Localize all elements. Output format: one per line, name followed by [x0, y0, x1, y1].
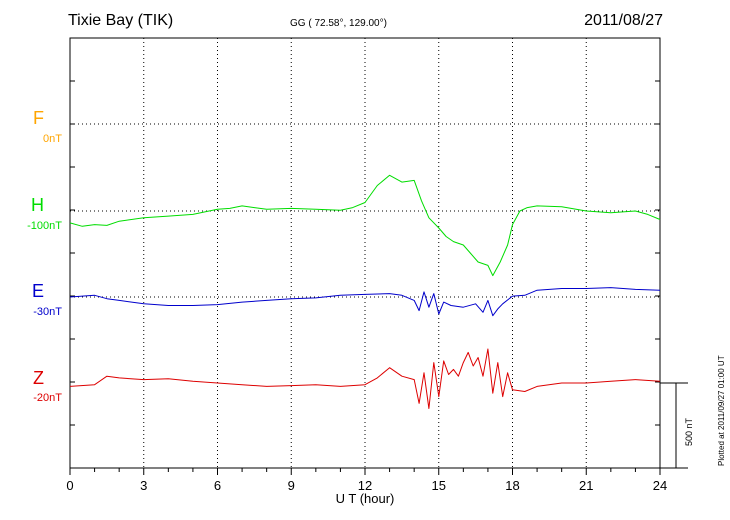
x-tick-label-24: 24: [653, 478, 667, 493]
series-label-e: E: [32, 281, 44, 301]
series-group: [69, 174, 661, 409]
series-label-z: Z: [33, 368, 44, 388]
x-tick-label-9: 9: [288, 478, 295, 493]
x-tick-label-12: 12: [358, 478, 372, 493]
vertical-gridlines: [143, 38, 587, 468]
baseline-label-f: 0nT: [43, 133, 62, 145]
series-label-h: H: [31, 195, 44, 215]
x-tick-label-21: 21: [579, 478, 593, 493]
series-line-z: [69, 348, 661, 409]
station-title: Tixie Bay (TIK): [68, 12, 173, 29]
scale-bar: [660, 382, 688, 469]
scale-bar-label: 500 nT: [684, 417, 694, 446]
baseline-label-z: -20nT: [33, 392, 62, 404]
station-coordinates: GG ( 72.58°, 129.00°): [290, 18, 387, 29]
series-label-f: F: [33, 108, 44, 128]
x-axis-ticks: 0 3 6 9 12 15 18 21 24: [66, 468, 667, 493]
baseline-label-e: -30nT: [33, 306, 62, 318]
x-tick-label-15: 15: [432, 478, 446, 493]
x-tick-label-3: 3: [140, 478, 147, 493]
baseline-label-h: -100nT: [27, 220, 62, 232]
x-axis-title: U T (hour): [336, 491, 395, 506]
series-line-e: [69, 287, 661, 317]
y-axis-ticks: [70, 80, 660, 426]
plotted-note: Plotted at 2011/09/27 01:00 UT: [717, 355, 726, 466]
x-tick-label-18: 18: [505, 478, 519, 493]
series-line-h: [69, 174, 661, 277]
date-label: 2011/08/27: [584, 12, 663, 29]
x-tick-label-0: 0: [66, 478, 73, 493]
x-tick-label-6: 6: [214, 478, 221, 493]
